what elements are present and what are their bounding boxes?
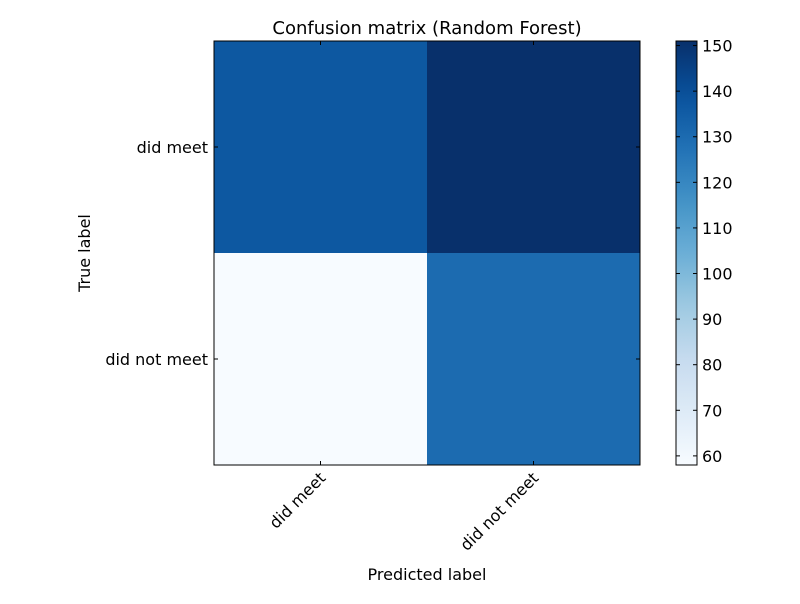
colorbar-tick-label: 120 bbox=[702, 173, 733, 192]
colorbar-tick-label: 150 bbox=[702, 37, 733, 56]
x-axis-label: Predicted label bbox=[368, 565, 487, 584]
heatmap-cells bbox=[214, 41, 640, 465]
y-axis-label: True label bbox=[75, 214, 94, 293]
x-tick-label: did not meet bbox=[456, 468, 542, 554]
colorbar-tick-label: 130 bbox=[702, 128, 733, 147]
heatmap-cell bbox=[214, 253, 427, 465]
y-tick-label: did meet bbox=[137, 138, 208, 157]
colorbar bbox=[675, 40, 698, 466]
colorbar-tick-label: 100 bbox=[702, 265, 733, 284]
colorbar-tick-label: 110 bbox=[702, 219, 733, 238]
colorbar-ticks: 60 70 80 90 100 110 120 130 140 150 bbox=[676, 37, 733, 466]
plot-frame bbox=[213, 40, 641, 466]
colorbar-tick-label: 90 bbox=[702, 310, 722, 329]
y-tick-label: did not meet bbox=[105, 350, 208, 369]
chart-title: Confusion matrix (Random Forest) bbox=[272, 18, 581, 39]
colorbar-tick-label: 80 bbox=[702, 356, 722, 375]
heatmap-cell bbox=[427, 253, 640, 465]
heatmap-cell bbox=[427, 41, 640, 253]
x-tick-label: did meet bbox=[265, 468, 329, 532]
colorbar-tick-label: 70 bbox=[702, 401, 722, 420]
colorbar-tick-label: 140 bbox=[702, 82, 733, 101]
colorbar-tick-label: 60 bbox=[702, 447, 722, 466]
heatmap-cell bbox=[214, 41, 427, 253]
